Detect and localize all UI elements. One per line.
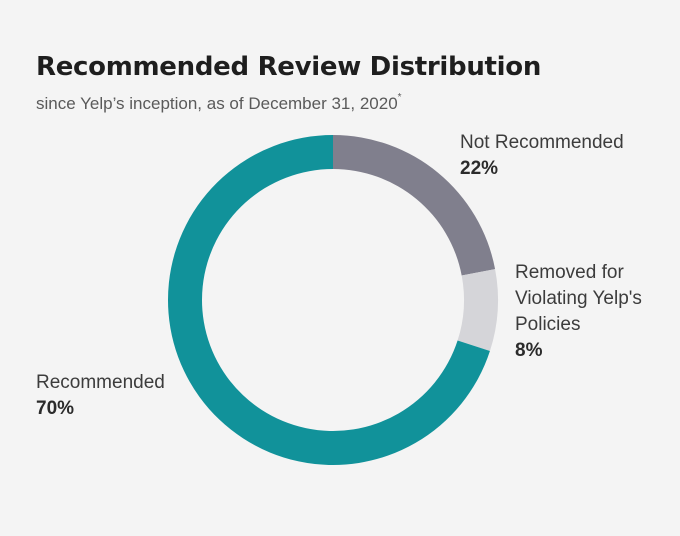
label-recommended-value: 70% [36, 398, 75, 419]
subtitle-footnote-mark: * [397, 92, 402, 103]
label-not-recommended-name: Not Recommended [460, 132, 624, 153]
label-removed-line1: Removed for [515, 262, 624, 283]
chart-subtitle: since Yelp’s inception, as of December 3… [36, 92, 402, 114]
label-removed: Removed for Violating Yelp's Policies 8% [515, 260, 675, 364]
label-recommended: Recommended 70% [36, 370, 165, 422]
label-not-recommended-value: 22% [460, 158, 499, 179]
subtitle-text: since Yelp’s inception, as of December 3… [36, 94, 398, 113]
label-removed-value: 8% [515, 340, 543, 361]
label-removed-line3: Policies [515, 314, 581, 335]
donut-slice-removed-for-violating-yelp-s-policies [457, 269, 498, 351]
label-removed-line2: Violating Yelp's [515, 288, 642, 309]
label-recommended-name: Recommended [36, 372, 165, 393]
label-not-recommended: Not Recommended 22% [460, 130, 624, 182]
chart-title: Recommended Review Distribution [36, 52, 542, 82]
donut-slice-not-recommended [333, 135, 496, 276]
